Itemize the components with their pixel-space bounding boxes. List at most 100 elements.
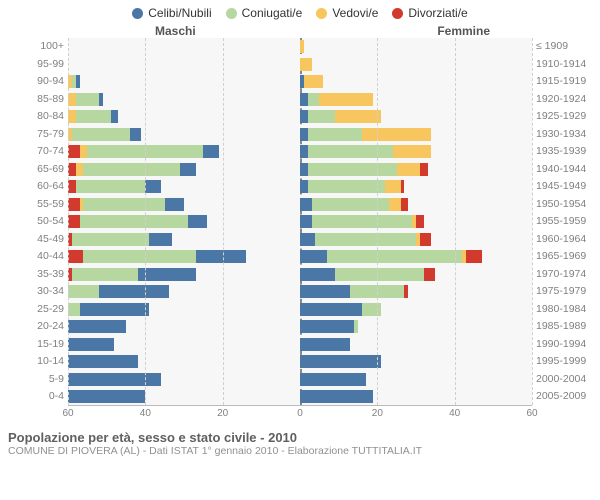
year-label: 1930-1934 bbox=[536, 126, 596, 144]
seg-div bbox=[420, 163, 428, 176]
female-bar bbox=[300, 75, 532, 88]
pyramid-row bbox=[68, 231, 532, 249]
pyramid-row bbox=[68, 196, 532, 214]
male-half bbox=[68, 213, 300, 231]
female-half bbox=[300, 38, 532, 56]
seg-div bbox=[68, 145, 80, 158]
pyramid-row bbox=[68, 353, 532, 371]
x-tick: 0 bbox=[297, 408, 303, 419]
gridline bbox=[145, 38, 146, 405]
male-half bbox=[68, 73, 300, 91]
x-tick: 40 bbox=[140, 408, 151, 419]
male-half bbox=[68, 38, 300, 56]
seg-div bbox=[68, 215, 80, 228]
male-bar bbox=[68, 250, 300, 263]
male-bar bbox=[68, 233, 300, 246]
age-label: 70-74 bbox=[4, 143, 64, 161]
seg-con bbox=[68, 285, 99, 298]
year-label: 1975-1979 bbox=[536, 283, 596, 301]
female-bar bbox=[300, 40, 532, 53]
age-label: 0-4 bbox=[4, 388, 64, 406]
footer: Popolazione per età, sesso e stato civil… bbox=[0, 426, 600, 457]
female-bar bbox=[300, 303, 532, 316]
seg-ved bbox=[304, 75, 323, 88]
legend-item: Celibi/Nubili bbox=[132, 6, 211, 20]
female-half bbox=[300, 108, 532, 126]
seg-div bbox=[68, 163, 76, 176]
female-half bbox=[300, 91, 532, 109]
seg-div bbox=[401, 180, 405, 193]
seg-div bbox=[68, 180, 76, 193]
seg-con bbox=[72, 268, 138, 281]
female-half bbox=[300, 178, 532, 196]
seg-cel bbox=[68, 338, 114, 351]
seg-con bbox=[83, 198, 164, 211]
male-half bbox=[68, 91, 300, 109]
age-label: 20-24 bbox=[4, 318, 64, 336]
pyramid-row bbox=[68, 213, 532, 231]
seg-div bbox=[68, 198, 80, 211]
year-label: 2005-2009 bbox=[536, 388, 596, 406]
seg-cel bbox=[203, 145, 218, 158]
male-bar bbox=[68, 180, 300, 193]
female-half bbox=[300, 213, 532, 231]
male-bar bbox=[68, 110, 300, 123]
male-half bbox=[68, 196, 300, 214]
year-label: 1915-1919 bbox=[536, 73, 596, 91]
seg-cel bbox=[300, 110, 308, 123]
female-half bbox=[300, 143, 532, 161]
male-bar bbox=[68, 390, 300, 403]
male-half bbox=[68, 108, 300, 126]
male-half bbox=[68, 178, 300, 196]
female-bar bbox=[300, 373, 532, 386]
female-half bbox=[300, 336, 532, 354]
seg-ved bbox=[300, 40, 304, 53]
seg-con bbox=[308, 110, 335, 123]
male-bar bbox=[68, 93, 300, 106]
seg-div bbox=[424, 268, 436, 281]
male-bar bbox=[68, 320, 300, 333]
legend-label: Celibi/Nubili bbox=[148, 6, 211, 20]
pyramid-row bbox=[68, 318, 532, 336]
seg-cel bbox=[300, 180, 308, 193]
footer-sub: COMUNE DI PIOVERA (AL) - Dati ISTAT 1° g… bbox=[8, 445, 592, 457]
year-label: 1945-1949 bbox=[536, 178, 596, 196]
legend-label: Vedovi/e bbox=[332, 6, 378, 20]
legend-swatch bbox=[132, 8, 143, 19]
seg-cel bbox=[99, 285, 169, 298]
x-tick: 60 bbox=[62, 408, 73, 419]
age-label: 100+ bbox=[4, 38, 64, 56]
seg-ved bbox=[68, 93, 76, 106]
seg-div bbox=[466, 250, 481, 263]
legend-swatch bbox=[316, 8, 327, 19]
rows bbox=[68, 38, 532, 406]
male-bar bbox=[68, 198, 300, 211]
age-label: 65-69 bbox=[4, 161, 64, 179]
seg-ved bbox=[389, 198, 401, 211]
legend-item: Divorziati/e bbox=[392, 6, 467, 20]
seg-div bbox=[401, 198, 409, 211]
female-half bbox=[300, 126, 532, 144]
x-tick: 60 bbox=[526, 408, 537, 419]
pyramid-row bbox=[68, 73, 532, 91]
pyramid-row bbox=[68, 56, 532, 74]
pyramid-row bbox=[68, 301, 532, 319]
female-half bbox=[300, 196, 532, 214]
age-label: 80-84 bbox=[4, 108, 64, 126]
seg-cel bbox=[300, 163, 308, 176]
seg-cel bbox=[300, 338, 350, 351]
male-half bbox=[68, 56, 300, 74]
male-half bbox=[68, 336, 300, 354]
seg-con bbox=[80, 215, 188, 228]
male-bar bbox=[68, 268, 300, 281]
female-bar bbox=[300, 355, 532, 368]
age-label: 30-34 bbox=[4, 283, 64, 301]
seg-con bbox=[315, 233, 416, 246]
year-label: 1980-1984 bbox=[536, 301, 596, 319]
female-bar bbox=[300, 285, 532, 298]
seg-con bbox=[308, 145, 393, 158]
seg-con bbox=[308, 180, 385, 193]
age-label: 10-14 bbox=[4, 353, 64, 371]
age-label: 40-44 bbox=[4, 248, 64, 266]
seg-cel bbox=[300, 233, 315, 246]
